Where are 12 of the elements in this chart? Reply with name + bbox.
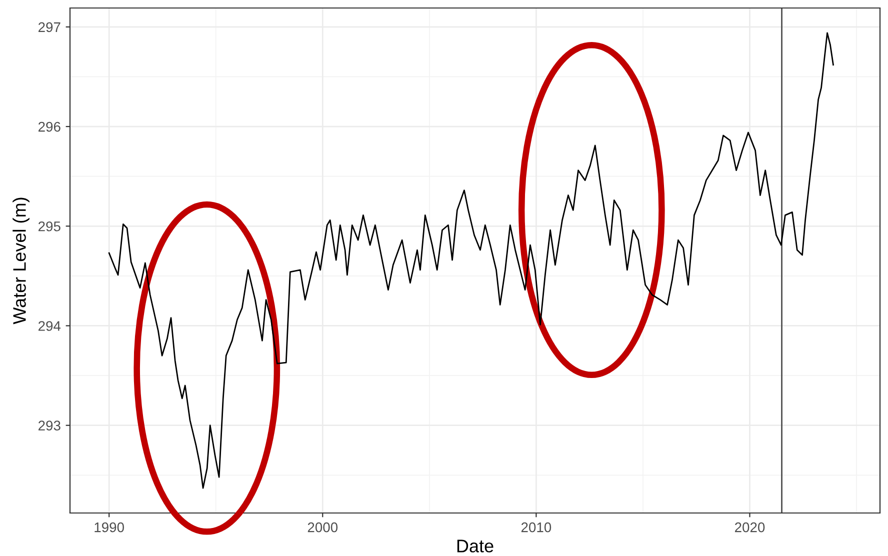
- x-tick-label: 2020: [734, 522, 765, 532]
- y-tick-label: 295: [38, 221, 60, 232]
- line-series: [108, 32, 834, 489]
- y-tick-label: 296: [38, 122, 60, 132]
- y-tick-label: 293: [38, 420, 60, 431]
- y-tick-label: 297: [38, 22, 60, 32]
- x-tick-label: 2000: [308, 522, 338, 532]
- x-axis-title: Date: [457, 540, 494, 552]
- x-tick-label: 1990: [94, 522, 124, 532]
- y-tick-label: 294: [38, 321, 61, 331]
- x-tick-label: 2010: [521, 522, 552, 532]
- y-axis-title: Water Level (m): [12, 198, 30, 324]
